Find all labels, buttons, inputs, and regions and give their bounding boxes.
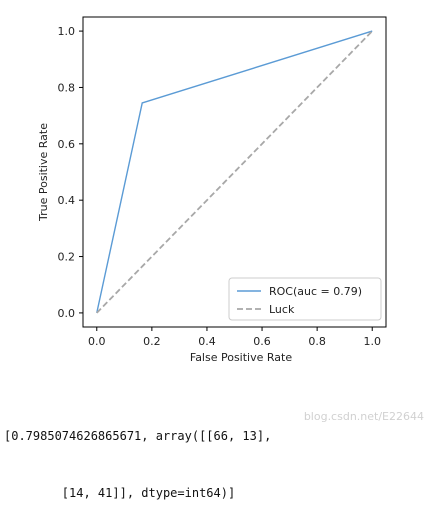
roc-curve-line [96,30,373,314]
y-tick-label: 0.8 [58,81,76,94]
output-line-2: [14, 41]], dtype=int64)] [4,486,236,500]
legend-roc-label: ROC(auc = 0.79) [269,285,362,298]
y-tick-label: 1.0 [58,25,76,38]
x-axis-ticks: 0.0 0.2 0.4 0.6 0.8 1.0 [88,327,381,348]
y-tick-label: 0.6 [58,138,76,151]
x-axis-title: False Positive Rate [190,351,292,364]
x-tick-label: 0.0 [88,335,106,348]
x-tick-label: 1.0 [363,335,381,348]
x-tick-label: 0.2 [143,335,161,348]
y-axis-title: True Positive Rate [37,123,50,222]
x-tick-label: 0.8 [308,335,326,348]
console-output: [0.7985074626865671, array([[66, 13], [1… [4,389,428,522]
y-tick-label: 0.0 [58,307,76,320]
legend-luck-label: Luck [269,303,295,316]
legend: ROC(auc = 0.79) Luck [228,277,382,321]
x-tick-label: 0.6 [253,335,271,348]
y-tick-label: 0.2 [58,251,76,264]
luck-diagonal-line [96,30,373,314]
roc-chart: 0.0 0.2 0.4 0.6 0.8 1.0 0.0 0.2 0.4 0.6 0.8 1.0 Fa… [37,16,387,364]
legend-box [228,277,382,321]
plot-area [82,16,387,328]
watermark: blog.csdn.net/E22644 [303,410,424,423]
y-tick-label: 0.4 [58,194,76,207]
x-tick-label: 0.4 [198,335,216,348]
y-axis-ticks: 0.0 0.2 0.4 0.6 0.8 1.0 [58,25,83,320]
plot-frame [82,16,387,328]
